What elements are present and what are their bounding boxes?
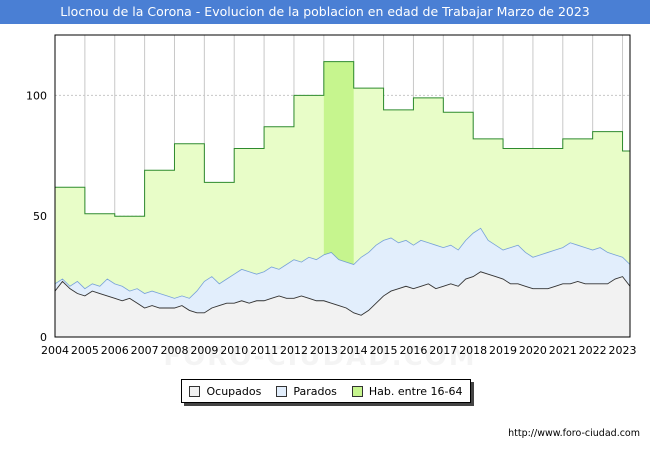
legend-item-ocupados: Ocupados: [189, 385, 261, 398]
x-tick-label: 2015: [370, 344, 398, 357]
x-tick-label: 2022: [579, 344, 607, 357]
x-tick-label: 2019: [489, 344, 517, 357]
x-tick-label: 2014: [340, 344, 368, 357]
series-layer: [54, 61, 631, 338]
x-tick-label: 2005: [71, 344, 99, 357]
watermark: FORO-CIUDAD.COM: [120, 342, 520, 372]
legend-swatch-parados: [276, 385, 288, 397]
y-tick-label: 50: [33, 210, 47, 223]
legend-label-parados: Parados: [293, 384, 337, 398]
ocupados-area: [55, 271, 630, 337]
x-tick-label: 2008: [160, 344, 188, 357]
x-tick-label: 2007: [131, 344, 159, 357]
axes: [54, 34, 631, 338]
source-link[interactable]: http://www.foro-ciudad.com: [508, 428, 640, 439]
y-tick-label: 100: [26, 89, 47, 102]
legend-label-hab: Hab. entre 16-64: [368, 384, 463, 398]
tick-labels: 2004 2005 2006 2007 2008 2009 2010 2011 2012 2013…: [26, 89, 637, 357]
ocupados-line: [54, 271, 631, 316]
legend-swatch-hab: [351, 385, 363, 397]
x-tick-label: 2021: [549, 344, 577, 357]
x-tick-label: 2012: [280, 344, 308, 357]
y-tick-label: 0: [40, 331, 47, 344]
plot-frame: [54, 34, 631, 338]
x-tick-label: 2010: [220, 344, 248, 357]
x-tick-label: 2020: [519, 344, 547, 357]
x-tick-label: 2023: [609, 344, 637, 357]
legend-item-hab: Hab. entre 16-64: [351, 384, 463, 398]
x-tick-label: 2004: [41, 344, 69, 357]
x-tick-label: 2013: [310, 344, 338, 357]
hab-line: [55, 61, 630, 217]
x-tick-label: 2018: [459, 344, 487, 357]
x-tick-label: 2017: [429, 344, 457, 357]
legend: Ocupados Parados Hab. entre 16-64: [181, 379, 471, 403]
legend-item-parados: Parados: [276, 385, 337, 398]
legend-swatch-ocupados: [189, 385, 201, 397]
chart-title: Llocnou de la Corona - Evolucion de la p…: [0, 0, 650, 24]
legend-label-ocupados: Ocupados: [206, 384, 262, 398]
x-tick-label: 2006: [101, 344, 129, 357]
x-tick-label: 2009: [190, 344, 218, 357]
x-tick-label: 2011: [250, 344, 278, 357]
x-tick-label: 2016: [399, 344, 427, 357]
parados-line: [54, 227, 631, 299]
